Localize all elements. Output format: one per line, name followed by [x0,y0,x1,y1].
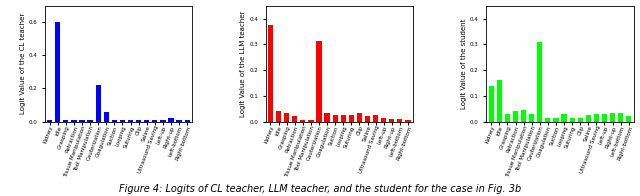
Bar [561,114,566,122]
Bar [71,120,77,122]
Bar [602,114,607,122]
Bar [610,113,615,122]
Bar [356,113,362,122]
Bar [365,116,370,122]
Bar [152,120,157,122]
Bar [104,112,109,122]
Bar [144,120,149,122]
Bar [594,114,599,122]
Bar [340,115,346,122]
Bar [389,120,394,122]
Bar [120,120,125,122]
Bar [316,41,322,122]
Bar [545,118,550,122]
Bar [136,120,141,122]
Bar [184,120,190,122]
Bar [177,120,182,122]
Bar [112,120,117,122]
Y-axis label: Logit Value of the LLM teacher: Logit Value of the LLM teacher [241,11,246,117]
Bar [63,120,68,122]
Bar [381,118,387,122]
Bar [308,120,314,122]
Bar [577,118,583,122]
Y-axis label: Logit Value of the CL teacher: Logit Value of the CL teacher [20,13,26,114]
Bar [537,42,543,122]
Bar [497,80,502,122]
Bar [570,118,575,122]
Bar [300,120,305,122]
Bar [88,120,93,122]
Bar [488,85,494,122]
Bar [405,120,411,122]
Bar [95,85,101,122]
Y-axis label: Logit Value of the student: Logit Value of the student [461,18,467,109]
Bar [47,120,52,122]
Bar [505,114,510,122]
Bar [128,120,133,122]
Bar [618,113,623,122]
Bar [276,111,281,122]
Bar [292,116,298,122]
Bar [333,115,338,122]
Bar [55,22,60,122]
Bar [554,118,559,122]
Bar [160,120,166,122]
Bar [586,115,591,122]
Bar [349,115,354,122]
Bar [373,115,378,122]
Bar [79,120,84,122]
Bar [521,110,526,122]
Bar [268,25,273,122]
Bar [626,116,632,122]
Text: Figure 4: Logits of CL teacher, LLM teacher, and the student for the case in Fig: Figure 4: Logits of CL teacher, LLM teac… [119,184,521,194]
Bar [529,114,534,122]
Bar [513,111,518,122]
Bar [168,118,173,122]
Bar [324,113,330,122]
Bar [397,120,403,122]
Bar [284,113,289,122]
